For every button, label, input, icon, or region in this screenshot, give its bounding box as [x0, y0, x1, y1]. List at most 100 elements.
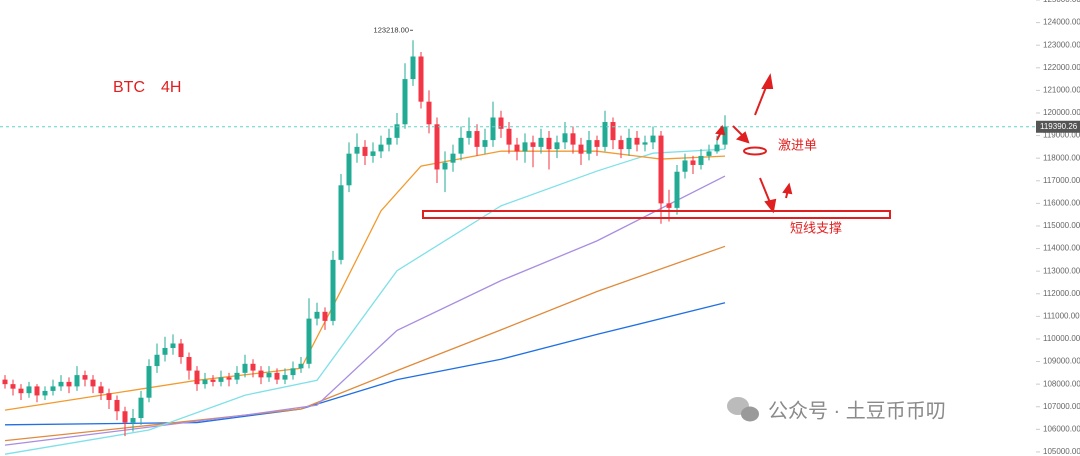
candle-body [338, 185, 344, 260]
candle-body [578, 144, 584, 154]
candle-body [82, 375, 88, 380]
candle-body [570, 133, 576, 145]
annotation: 短线支撑 [790, 220, 842, 235]
max-label: 123218.00 [374, 25, 409, 34]
candle-body [258, 370, 264, 378]
candle-body [234, 372, 240, 380]
candle-body [282, 375, 288, 380]
candle-body [418, 56, 424, 102]
candle-body [690, 160, 696, 165]
candle-body [186, 357, 192, 371]
candle-body [138, 397, 144, 419]
y-tick-label: 112000.00 [1043, 289, 1080, 298]
y-tick-label: 106000.00 [1043, 424, 1080, 433]
candle-body [666, 203, 672, 208]
y-tick-label: 111000.00 [1043, 311, 1080, 320]
y-tick-label: 124000.00 [1043, 18, 1080, 27]
candle-body [178, 343, 184, 358]
candle-body [242, 363, 248, 373]
candle-body [610, 122, 616, 141]
candle-body [378, 144, 384, 152]
candle-body [34, 386, 40, 396]
candle-body [514, 144, 520, 152]
candle-body [458, 137, 464, 154]
y-tick-label: 122000.00 [1043, 63, 1080, 72]
candle-body [506, 128, 512, 145]
wechat-icon [727, 397, 759, 422]
candle-body [58, 381, 64, 387]
y-tick-label: 114000.00 [1043, 244, 1080, 253]
candle-body [146, 366, 152, 398]
candle-body [538, 137, 544, 147]
candle-body [522, 142, 528, 152]
candle-body [90, 379, 96, 387]
candle-body [554, 142, 560, 150]
candle-body [74, 375, 80, 387]
candle-body [650, 135, 656, 143]
candle-body [402, 79, 408, 125]
candle-body [122, 411, 128, 423]
candle-body [434, 124, 440, 170]
candle-body [130, 418, 136, 423]
candle-body [26, 386, 32, 394]
candle-body [106, 393, 112, 400]
y-tick-label: 120000.00 [1043, 108, 1080, 117]
y-tick-label: 110000.00 [1043, 334, 1080, 343]
candle-body [658, 135, 664, 204]
y-tick-label: 119000.00 [1043, 131, 1080, 140]
candle-body [250, 363, 256, 371]
candle-body [722, 126, 728, 145]
symbol-label: BTC 4H [113, 79, 181, 96]
candle-body [114, 399, 120, 412]
y-tick-label: 117000.00 [1043, 176, 1080, 185]
candle-body [682, 160, 688, 172]
candle-body [546, 137, 552, 150]
entry-ellipse [743, 146, 767, 156]
candle-body [226, 377, 232, 380]
last-price-box [1036, 120, 1080, 133]
candle-body [322, 311, 328, 321]
candle-body [370, 151, 376, 156]
candle-body [602, 122, 608, 147]
y-tick-label: 125000.00 [1043, 0, 1080, 4]
annotation: 激进单 [778, 137, 817, 152]
candle-body [618, 140, 624, 150]
candle-body [306, 318, 312, 364]
y-tick-label: 115000.00 [1043, 221, 1080, 230]
ma-line [4, 148, 726, 455]
candle-body [202, 379, 208, 385]
ma-line [4, 245, 726, 442]
candle-body [66, 381, 72, 387]
arrows [715, 73, 793, 214]
candle-body [530, 142, 536, 147]
candle-body [194, 370, 200, 385]
candle-body [586, 140, 592, 154]
y-tick-label: 116000.00 [1043, 198, 1080, 207]
candle-body [562, 133, 568, 143]
ma-line [4, 150, 726, 411]
candle-body [674, 171, 680, 208]
candle-body [42, 390, 48, 396]
ma-line [4, 175, 726, 446]
candle-body [354, 146, 360, 154]
y-tick-label: 108000.00 [1043, 379, 1080, 388]
candle-body [362, 146, 368, 156]
candle-body [410, 56, 416, 80]
y-tick-label: 105000.00 [1043, 447, 1080, 456]
candle-body [714, 144, 720, 152]
candle-body [298, 363, 304, 369]
candle-body [314, 311, 320, 319]
candle-body [210, 379, 216, 382]
candle-body [706, 151, 712, 156]
candle-body [346, 153, 352, 186]
candle-body [626, 137, 632, 150]
candle-body [50, 386, 56, 391]
candle-body [386, 137, 392, 145]
candle-body [170, 343, 176, 348]
y-tick-label: 109000.00 [1043, 357, 1080, 366]
ma-line [4, 302, 726, 426]
candle-body [490, 117, 496, 141]
